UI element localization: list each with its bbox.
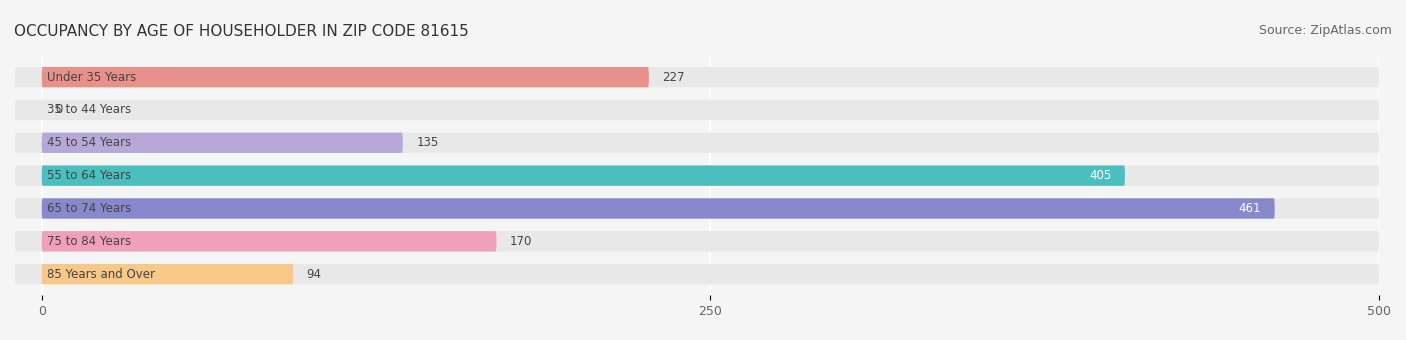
FancyBboxPatch shape [42, 67, 648, 87]
Text: Under 35 Years: Under 35 Years [46, 71, 136, 84]
Text: 65 to 74 Years: 65 to 74 Years [46, 202, 131, 215]
FancyBboxPatch shape [15, 166, 1379, 186]
Text: 55 to 64 Years: 55 to 64 Years [46, 169, 131, 182]
FancyBboxPatch shape [42, 133, 402, 153]
Text: 135: 135 [416, 136, 439, 149]
Text: 35 to 44 Years: 35 to 44 Years [46, 103, 131, 117]
FancyBboxPatch shape [42, 166, 1125, 186]
FancyBboxPatch shape [42, 198, 1275, 219]
Text: 75 to 84 Years: 75 to 84 Years [46, 235, 131, 248]
FancyBboxPatch shape [15, 231, 1379, 252]
FancyBboxPatch shape [15, 100, 1379, 120]
Text: 170: 170 [510, 235, 531, 248]
Text: 85 Years and Over: 85 Years and Over [46, 268, 155, 280]
FancyBboxPatch shape [15, 133, 1379, 153]
Text: 461: 461 [1239, 202, 1261, 215]
FancyBboxPatch shape [15, 67, 1379, 87]
FancyBboxPatch shape [15, 198, 1379, 219]
Text: OCCUPANCY BY AGE OF HOUSEHOLDER IN ZIP CODE 81615: OCCUPANCY BY AGE OF HOUSEHOLDER IN ZIP C… [14, 24, 468, 39]
Text: Source: ZipAtlas.com: Source: ZipAtlas.com [1258, 24, 1392, 37]
FancyBboxPatch shape [15, 264, 1379, 284]
Text: 405: 405 [1090, 169, 1112, 182]
Text: 0: 0 [55, 103, 62, 117]
Text: 227: 227 [662, 71, 685, 84]
FancyBboxPatch shape [42, 231, 496, 252]
Text: 94: 94 [307, 268, 322, 280]
FancyBboxPatch shape [42, 264, 292, 284]
Text: 45 to 54 Years: 45 to 54 Years [46, 136, 131, 149]
